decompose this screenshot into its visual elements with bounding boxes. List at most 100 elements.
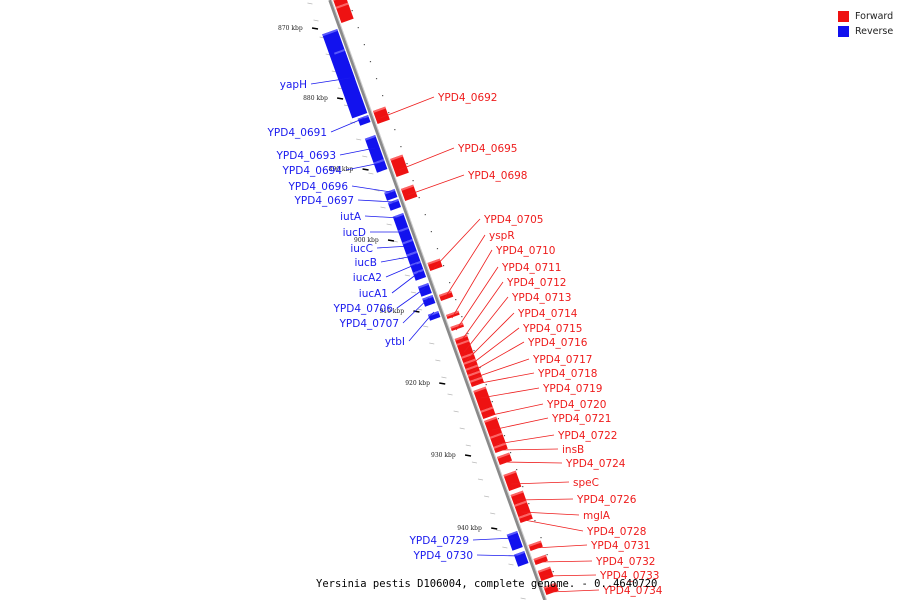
gene-block-forward-edge: [390, 154, 404, 161]
gene-label: YPD4_0698: [467, 170, 527, 182]
label-leader: [408, 311, 435, 342]
gene-block-forward-edge: [335, 2, 349, 9]
gene-label: YPD4_0719: [542, 383, 602, 395]
label-leader: [463, 296, 509, 353]
gene-block-forward-edge: [543, 582, 557, 589]
tick-label: 940 kbp: [457, 525, 482, 532]
gene-label: YPD4_0718: [537, 368, 597, 380]
gene-block-forward-edge: [484, 416, 497, 423]
label-leader: [539, 560, 593, 563]
label-leader: [391, 271, 420, 294]
gene-label: YPD4_0729: [409, 535, 469, 547]
gene-label: YPD4_0697: [294, 195, 354, 207]
label-leader: [475, 372, 535, 385]
gene-label: YPD4_0715: [522, 323, 582, 335]
gene-block-forward-edge: [503, 470, 517, 477]
label-leader: [534, 544, 588, 549]
label-leader: [376, 245, 411, 249]
gene-label: YPD4_0720: [546, 399, 606, 411]
tick-label: 870 kbp: [278, 25, 303, 32]
label-leader: [497, 434, 555, 445]
gene-block-reverse: [334, 49, 356, 83]
label-leader: [521, 511, 580, 516]
gene-label: iucD: [343, 227, 366, 239]
gene-label: iutA: [340, 211, 362, 223]
legend-forward-label: Forward: [855, 11, 894, 22]
gene-label: YPD4_0692: [437, 92, 497, 104]
gene-label: YPD4_0691: [267, 127, 327, 139]
label-leader: [473, 358, 530, 379]
label-leader: [524, 519, 584, 532]
label-leader: [550, 589, 600, 593]
label-leader: [433, 218, 481, 269]
gene-label: YPD4_0724: [565, 458, 626, 470]
label-leader: [380, 255, 414, 263]
axis-tick: [362, 168, 369, 171]
label-leader: [357, 199, 395, 203]
legend: Forward Reverse: [838, 9, 893, 39]
gene-label: YPD4_0721: [551, 413, 611, 425]
label-leader: [455, 266, 499, 331]
gene-block-forward-edge: [537, 566, 551, 573]
label-leader: [544, 574, 597, 577]
gene-label: YPD4_0707: [339, 318, 399, 330]
gene-label: iucB: [354, 257, 377, 269]
gene-label: YPD4_0696: [288, 181, 349, 193]
label-leader: [398, 147, 455, 171]
axis-tick: [387, 239, 395, 242]
genome-backbone: [328, 0, 547, 600]
gene-block-forward-edge: [467, 370, 481, 377]
gene-label: speC: [573, 477, 599, 489]
gene-label: YPD4_0722: [557, 430, 617, 442]
gene-block-reverse-edge: [397, 227, 409, 233]
gene-label: iucA1: [359, 288, 388, 300]
gene-label: YPD4_0705: [483, 214, 543, 226]
tick-label: 910 kbp: [379, 308, 404, 315]
label-leader: [468, 327, 520, 367]
label-leader: [476, 554, 522, 557]
gene-label: YPD4_0716: [527, 337, 588, 349]
label-leader: [480, 387, 540, 399]
label-leader: [491, 417, 549, 431]
label-leader: [339, 147, 376, 156]
tick-label: 920 kbp: [405, 380, 430, 387]
label-leader: [330, 117, 365, 133]
legend-reverse-label: Reverse: [855, 26, 894, 37]
gene-block-forward-edge: [510, 490, 524, 497]
gene-block-reverse-edge: [402, 239, 414, 245]
gene-label: YPD4_0731: [590, 540, 650, 552]
gene-label: mglA: [583, 510, 611, 522]
gene-label: YPD4_0726: [576, 494, 637, 506]
label-leader: [486, 403, 544, 417]
gene-block-reverse: [364, 135, 384, 163]
tick-label: 900 kbp: [354, 237, 379, 244]
gene-block-reverse-edge: [417, 283, 429, 289]
gene-label: YPD4_0694: [282, 165, 343, 177]
gene-block-forward-edge: [465, 364, 479, 371]
tick-label: 890 kbp: [329, 166, 354, 173]
gene-label: YPD4_0711: [501, 262, 561, 274]
reverse-swatch: [838, 26, 849, 37]
label-leader: [511, 481, 570, 485]
label-leader: [460, 281, 504, 343]
label-leader: [310, 77, 351, 85]
gene-block-reverse-edge: [373, 159, 385, 165]
label-leader: [364, 215, 401, 219]
gene-label: YPD4_0734: [602, 585, 663, 597]
label-leader: [471, 341, 525, 373]
gene-block-forward-edge: [372, 106, 386, 113]
label-leader: [385, 263, 417, 278]
gene-label: iucC: [350, 243, 373, 255]
gene-block-forward-edge: [463, 358, 477, 365]
gene-block-forward-edge: [493, 442, 507, 449]
gene-label: YPD4_0733: [599, 570, 659, 582]
gene-block-reverse-edge: [392, 213, 404, 219]
gene-block-forward-edge: [480, 406, 494, 413]
gene-block-reverse: [506, 531, 523, 551]
label-leader: [380, 96, 435, 119]
label-leader: [503, 461, 563, 464]
label-leader: [345, 162, 381, 171]
gene-block-reverse-edge: [422, 295, 434, 301]
axis-tick: [439, 382, 446, 385]
